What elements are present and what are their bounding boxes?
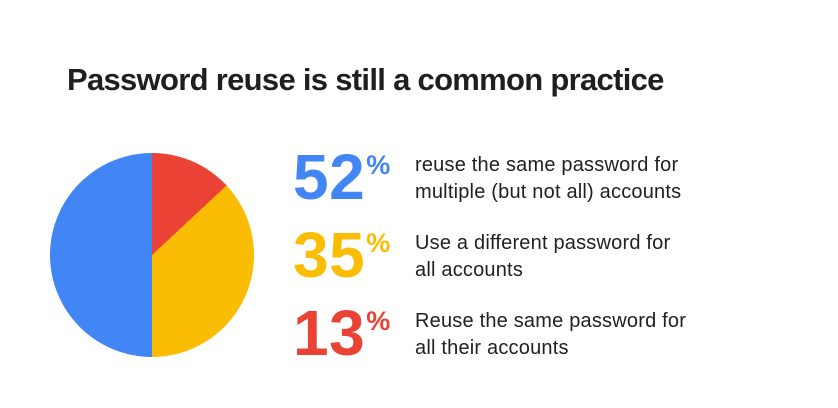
percent-sign: % xyxy=(366,228,391,258)
stat-description-line2: multiple (but not all) accounts xyxy=(415,181,682,203)
stat-number: 13 xyxy=(293,297,366,369)
stat-description-line1: Use a different password for xyxy=(415,232,671,254)
stat-description: reuse the same password for multiple (bu… xyxy=(415,150,681,206)
stat-number: 35 xyxy=(293,219,366,291)
percent-sign: % xyxy=(366,150,391,180)
stat-row-different-passwords: 35% Use a different password for all acc… xyxy=(293,223,686,287)
chart-title: Password reuse is still a common practic… xyxy=(67,62,664,97)
stat-description: Reuse the same password for all their ac… xyxy=(415,306,686,362)
stats-legend: 52% reuse the same password for multiple… xyxy=(293,145,686,384)
stat-value-35: 35% xyxy=(293,223,415,287)
pie-chart xyxy=(50,153,254,357)
stat-description-line2: all accounts xyxy=(415,259,524,281)
stat-value-13: 13% xyxy=(293,301,415,365)
stat-description-line1: Reuse the same password for xyxy=(415,310,687,332)
stat-row-reuse-some: 52% reuse the same password for multiple… xyxy=(293,145,686,209)
stat-row-reuse-all: 13% Reuse the same password for all thei… xyxy=(293,301,686,365)
stat-description-line2: all their accounts xyxy=(415,337,569,359)
percent-sign: % xyxy=(366,306,391,336)
stat-number: 52 xyxy=(293,141,366,213)
stat-description-line1: reuse the same password for xyxy=(415,154,679,176)
stat-value-52: 52% xyxy=(293,145,415,209)
stat-description: Use a different password for all account… xyxy=(415,228,670,284)
